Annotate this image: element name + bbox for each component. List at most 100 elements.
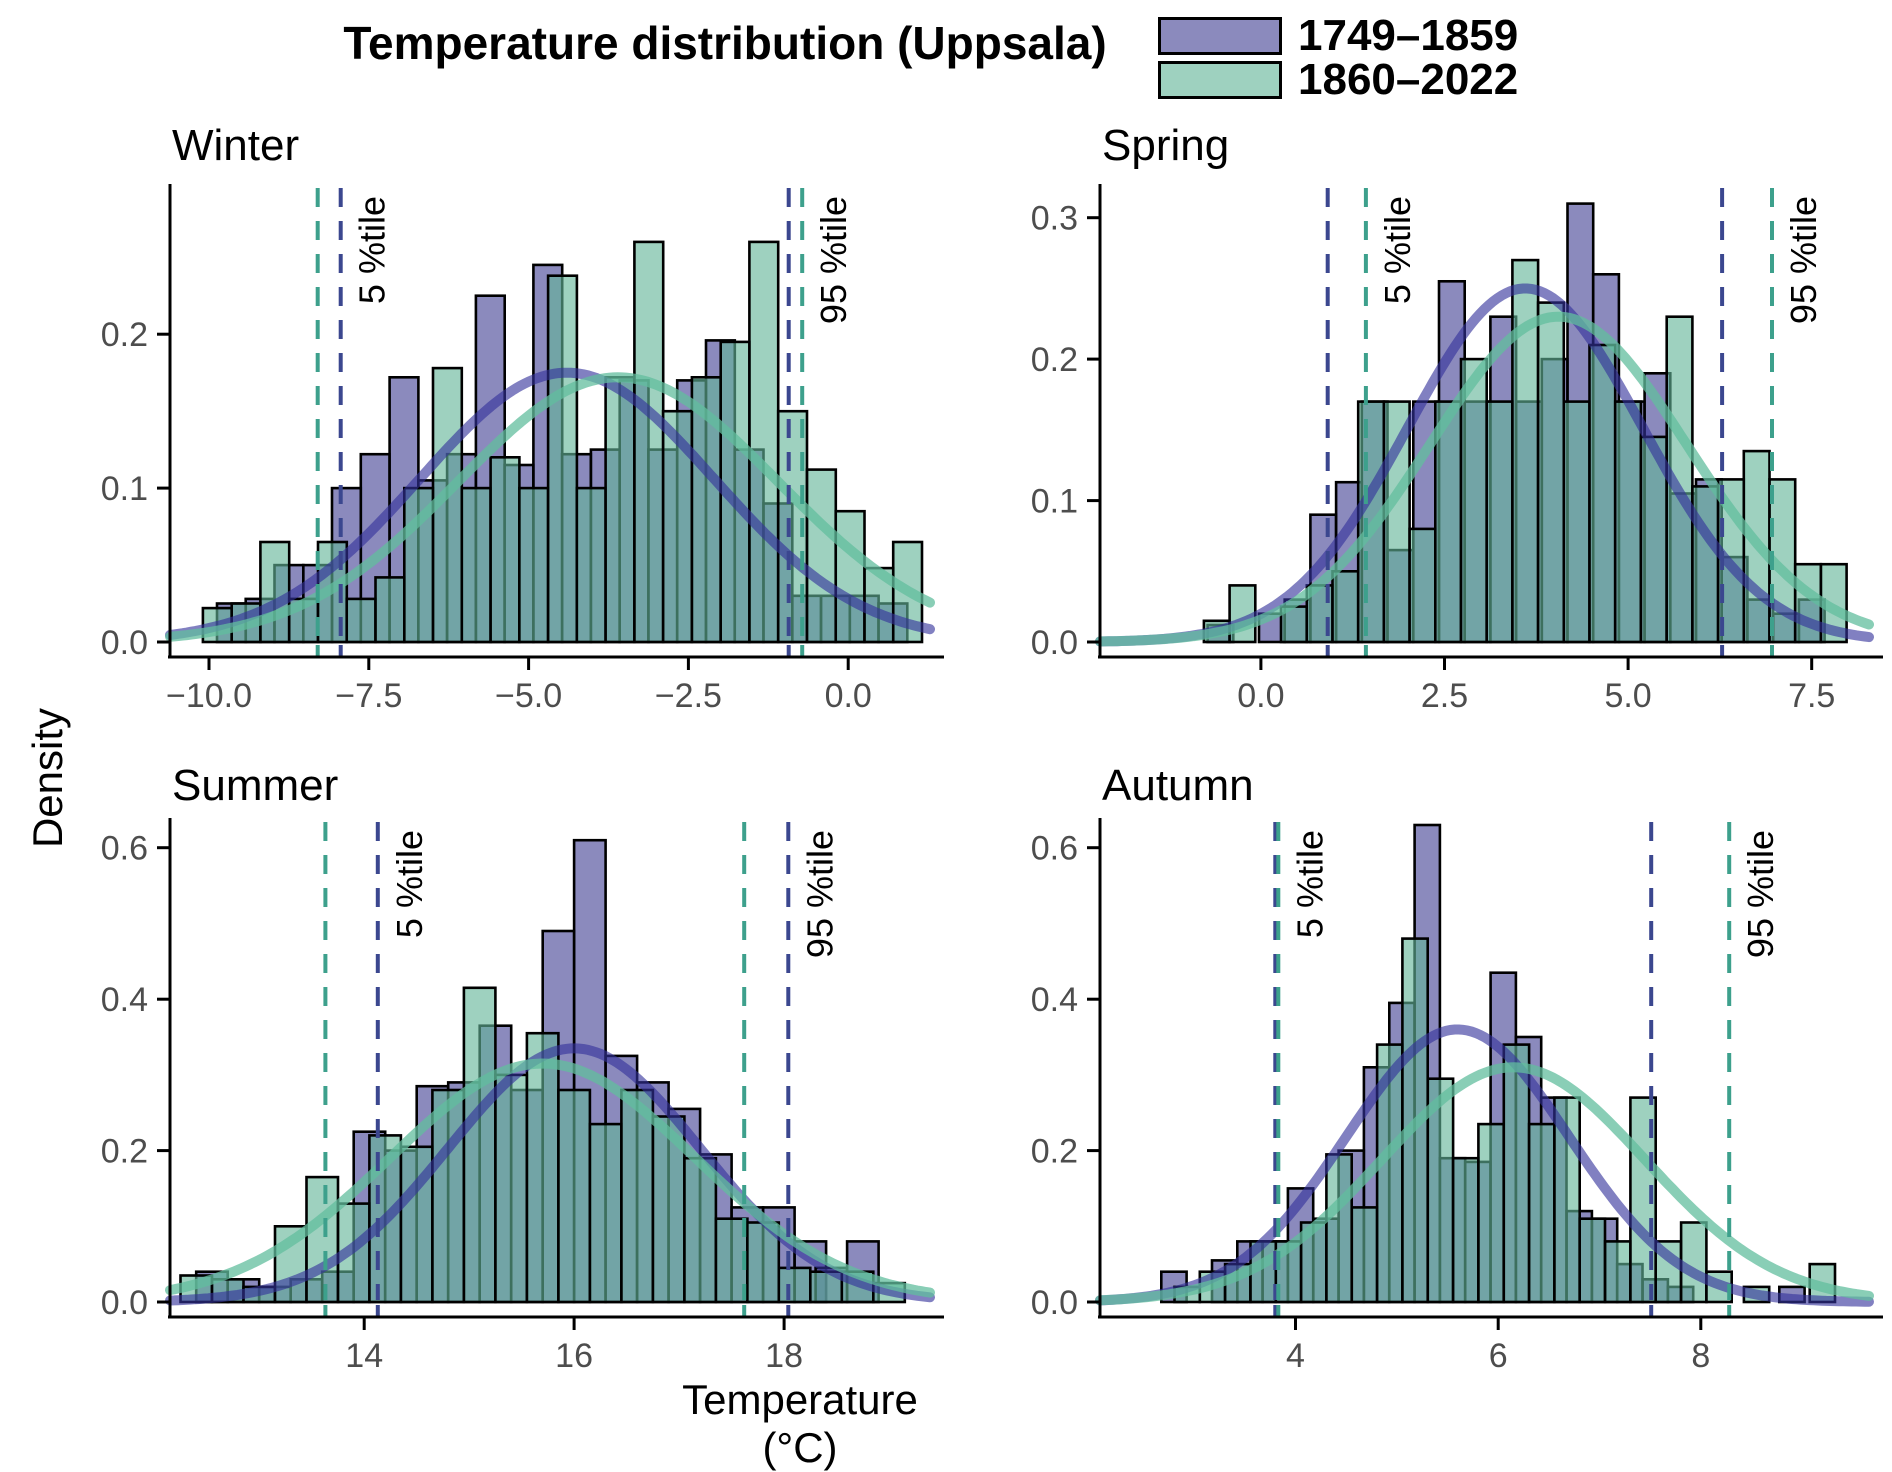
density-curve-1749-1859 — [1095, 1024, 1874, 1307]
panel-title-winter: Winter — [172, 121, 299, 170]
histogram-bar — [557, 1088, 592, 1304]
density-curve-1860-2022 — [165, 372, 935, 642]
histogram-bar — [1603, 1240, 1632, 1304]
x-tick-label: −10.0 — [166, 677, 252, 715]
x-tick-label: 18 — [765, 1337, 803, 1375]
histogram-bar — [745, 1221, 781, 1304]
legend-item-1860-2022: 1860–2022 — [1158, 58, 1518, 102]
histogram-bar — [834, 509, 866, 644]
histogram-bar — [1477, 1122, 1506, 1304]
x-axis-title: Temperature (°C) — [682, 1376, 918, 1471]
histogram-bar — [633, 240, 665, 644]
p5-label: 5 %tile — [1377, 196, 1418, 304]
histogram-bar — [748, 240, 780, 644]
x-tick-label: −2.5 — [655, 677, 722, 715]
x-tick-label: 2.5 — [1421, 677, 1468, 715]
density-curve-1860-2022 — [1095, 1062, 1874, 1306]
panel-title-spring: Spring — [1102, 121, 1229, 170]
p95-label: 95 %tile — [1783, 196, 1824, 324]
y-tick-label: 0.2 — [101, 1133, 148, 1171]
p5-label: 5 %tile — [352, 196, 393, 304]
y-tick-label: 0.6 — [101, 830, 148, 868]
histogram-bar — [575, 486, 607, 644]
histogram-bar — [259, 540, 291, 644]
x-tick-label: 7.5 — [1788, 677, 1835, 715]
p95-label: 95 %tile — [813, 196, 854, 324]
histogram-bar — [620, 1088, 655, 1304]
histogram-bar — [1613, 400, 1643, 644]
p5-label: 5 %tile — [1289, 830, 1330, 938]
y-tick-label: 0.4 — [101, 981, 148, 1019]
panel-winter: 5 %tile 95 %tile −10.0 −7.5 −5.0 −2.5 0.0 0.0 0.… — [101, 121, 944, 715]
y-tick-label: 0.0 — [101, 1284, 148, 1322]
y-axis-title: Density — [24, 707, 71, 849]
histogram-bar — [431, 1088, 466, 1304]
x-tick-label: −7.5 — [335, 677, 402, 715]
histogram-bar — [1485, 400, 1514, 644]
x-tick-label: 5.0 — [1604, 677, 1651, 715]
legend-label-1749-1859: 1749–1859 — [1298, 11, 1519, 60]
histogram-bar — [1588, 343, 1617, 644]
chart-canvas: 5 %tile 95 %tile −10.0 −7.5 −5.0 −2.5 0.0 0.0 0.… — [101, 121, 1883, 1375]
x-tick-label: 8 — [1691, 1337, 1710, 1375]
legend-swatch-1860-2022 — [1158, 61, 1282, 99]
legend-swatch-1749-1859 — [1158, 17, 1282, 55]
histogram-bar — [683, 1156, 718, 1304]
histogram-bar — [719, 340, 751, 644]
histogram-bar — [1350, 1206, 1379, 1304]
density-curve-1860-2022 — [165, 1058, 935, 1298]
histogram-bar — [345, 597, 377, 644]
y-tick-label: 0.2 — [1031, 1133, 1078, 1171]
histogram-bar — [1426, 1077, 1455, 1304]
histogram-bar — [374, 576, 406, 644]
p95-label: 95 %tile — [1740, 830, 1781, 958]
panel-spring: 5 %tile 95 %tile 0.0 2.5 5.0 7.5 0.0 0.1 0.2 0.3 S… — [1031, 121, 1883, 715]
y-tick-label: 0.0 — [1031, 1284, 1078, 1322]
histogram-bar — [1408, 527, 1437, 644]
y-tick-label: 0.3 — [1031, 200, 1078, 238]
histogram-bars-1860-2022 — [1202, 258, 1848, 644]
histogram-bar — [462, 986, 497, 1304]
x-tick-label: 0.0 — [1237, 677, 1284, 715]
y-tick-label: 0.0 — [101, 624, 148, 662]
histogram-bar — [305, 1175, 340, 1304]
density-curve-1749-1859 — [165, 1043, 935, 1306]
histogram-bar — [494, 1073, 529, 1304]
histogram-bar — [1527, 1122, 1556, 1304]
histogram-bar — [1451, 1156, 1480, 1304]
histogram-bar — [1325, 1153, 1354, 1304]
x-tick-label: 14 — [345, 1337, 383, 1375]
histogram-bar — [1562, 400, 1591, 644]
p95-label: 95 %tile — [799, 830, 840, 958]
panel-title-autumn: Autumn — [1102, 761, 1254, 810]
x-tick-label: 0.0 — [825, 677, 872, 715]
chart-title: Temperature distribution (Uppsala) — [343, 17, 1107, 69]
y-tick-label: 0.1 — [1031, 483, 1078, 521]
figure: Temperature distribution (Uppsala) 1749–… — [24, 14, 1883, 1471]
histogram-bar — [777, 1266, 812, 1304]
histogram-bar — [604, 375, 636, 644]
histogram-bar — [517, 486, 550, 644]
p5-label: 5 %tile — [389, 830, 430, 938]
histogram-bar — [588, 1122, 623, 1304]
x-tick-label: 6 — [1489, 1337, 1508, 1375]
y-tick-label: 0.0 — [1031, 624, 1078, 662]
histogram-bar — [1536, 301, 1566, 644]
histogram-bar — [546, 274, 579, 644]
histogram-bar — [805, 468, 838, 644]
y-tick-label: 0.4 — [1031, 981, 1078, 1019]
y-tick-label: 0.6 — [1031, 830, 1078, 868]
y-tick-label: 0.2 — [1031, 341, 1078, 379]
histogram-bar — [1459, 357, 1489, 644]
x-tick-label: −5.0 — [495, 677, 562, 715]
y-tick-label: 0.2 — [101, 316, 148, 354]
x-tick-label: 16 — [555, 1337, 593, 1375]
y-tick-label: 0.1 — [101, 470, 148, 508]
panel-summer: 5 %tile 95 %tile 14 16 18 0.0 0.2 0.4 0.6 Summer — [101, 761, 944, 1375]
histogram-bar — [1331, 569, 1360, 644]
legend-label-1860-2022: 1860–2022 — [1298, 55, 1519, 104]
histogram-bar — [489, 455, 521, 644]
legend-item-1749-1859: 1749–1859 — [1158, 14, 1518, 58]
histogram-bar — [460, 486, 492, 644]
histogram-bar — [525, 1031, 560, 1304]
